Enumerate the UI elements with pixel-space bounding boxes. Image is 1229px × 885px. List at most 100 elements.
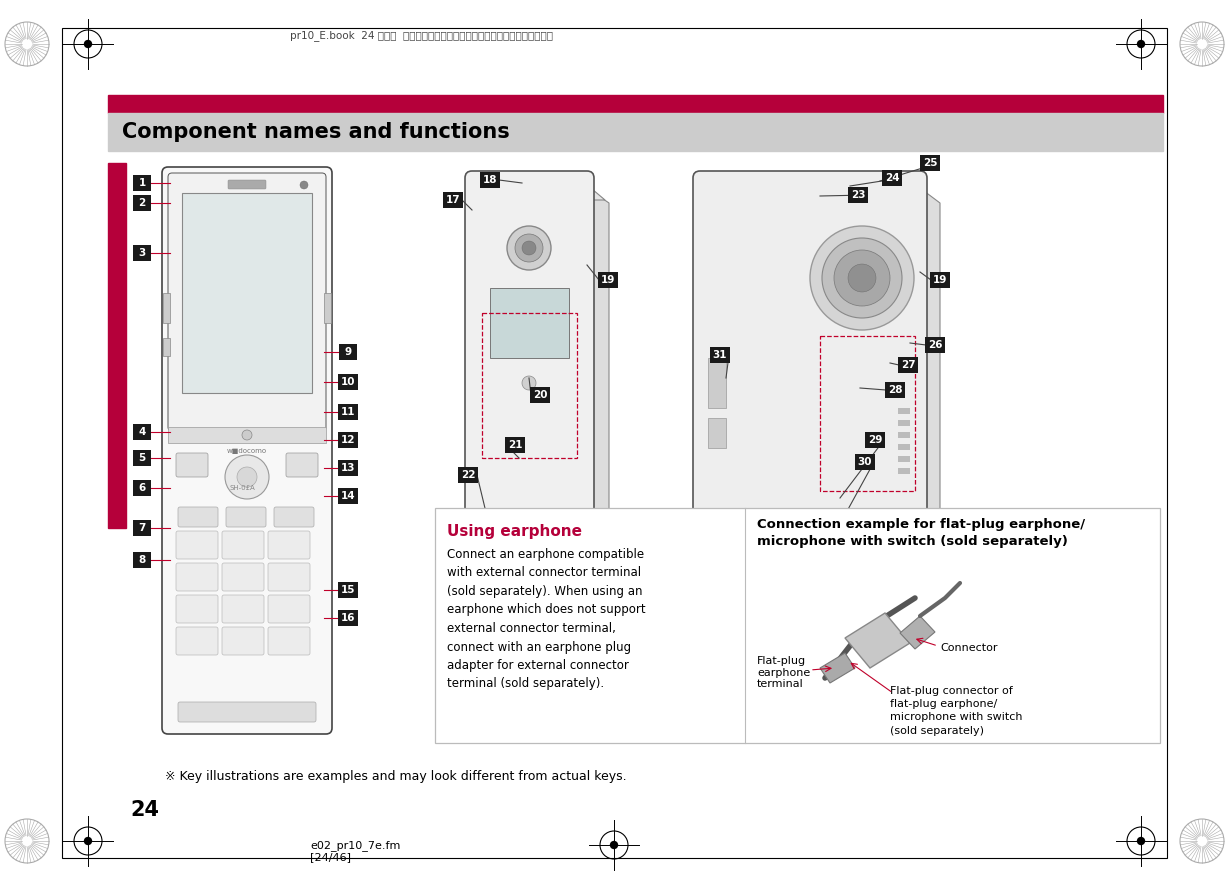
Bar xyxy=(930,272,950,288)
Text: Connector: Connector xyxy=(940,643,998,653)
Text: SH‐0£A: SH‐0£A xyxy=(229,485,254,491)
Text: 21: 21 xyxy=(508,440,522,450)
Text: 10: 10 xyxy=(340,377,355,387)
Text: 17: 17 xyxy=(446,195,461,205)
FancyBboxPatch shape xyxy=(268,563,310,591)
Polygon shape xyxy=(820,653,855,683)
FancyBboxPatch shape xyxy=(286,453,318,477)
Text: 27: 27 xyxy=(901,360,916,370)
FancyBboxPatch shape xyxy=(465,171,594,575)
FancyBboxPatch shape xyxy=(222,595,264,623)
Text: e02_pr10_7e.fm: e02_pr10_7e.fm xyxy=(310,840,401,850)
Bar xyxy=(820,336,916,491)
Text: 22: 22 xyxy=(461,470,476,480)
Bar xyxy=(442,192,463,208)
Circle shape xyxy=(834,250,890,306)
Text: 26: 26 xyxy=(928,340,943,350)
Bar xyxy=(338,374,358,390)
Bar xyxy=(898,468,909,474)
FancyBboxPatch shape xyxy=(268,627,310,655)
Bar xyxy=(848,187,868,203)
Bar xyxy=(182,193,312,393)
Text: 19: 19 xyxy=(933,275,948,285)
Bar xyxy=(338,432,358,448)
Bar xyxy=(61,28,1168,858)
Bar xyxy=(925,337,945,353)
Bar xyxy=(163,338,170,356)
Polygon shape xyxy=(846,613,909,668)
Circle shape xyxy=(610,841,618,850)
Text: 11: 11 xyxy=(340,407,355,417)
Bar xyxy=(865,432,885,448)
Circle shape xyxy=(822,238,902,318)
Bar xyxy=(108,95,1163,113)
Bar xyxy=(481,172,500,188)
Text: 4: 4 xyxy=(139,427,146,437)
Bar xyxy=(708,358,726,408)
Text: 9: 9 xyxy=(344,347,351,357)
Circle shape xyxy=(848,264,876,292)
Circle shape xyxy=(508,226,551,270)
Bar xyxy=(338,582,358,598)
Text: pr10_E.book  24 ページ  ２００８年１１月１８日　火曜日　午前１１時１７分: pr10_E.book 24 ページ ２００８年１１月１８日 火曜日 午前１１時… xyxy=(290,31,553,42)
Bar xyxy=(898,456,909,462)
Polygon shape xyxy=(481,178,605,200)
Bar xyxy=(530,387,551,403)
FancyBboxPatch shape xyxy=(222,531,264,559)
Circle shape xyxy=(810,226,914,330)
Text: Connection example for flat-plug earphone/
microphone with switch (sold separate: Connection example for flat-plug earphon… xyxy=(757,518,1085,548)
FancyBboxPatch shape xyxy=(176,531,218,559)
Text: 29: 29 xyxy=(868,435,882,445)
Bar xyxy=(133,520,151,536)
Bar xyxy=(435,508,1160,743)
Text: 16: 16 xyxy=(340,613,355,623)
Text: 1: 1 xyxy=(139,178,145,188)
Text: 19: 19 xyxy=(601,275,616,285)
FancyBboxPatch shape xyxy=(176,563,218,591)
Text: Flat-plug
earphone
terminal: Flat-plug earphone terminal xyxy=(757,656,810,689)
Bar xyxy=(338,610,358,626)
Text: 7: 7 xyxy=(139,523,146,533)
Bar xyxy=(482,313,576,458)
Text: 6: 6 xyxy=(139,483,145,493)
Circle shape xyxy=(515,234,543,262)
Text: 8: 8 xyxy=(139,555,145,565)
FancyBboxPatch shape xyxy=(176,453,208,477)
Bar xyxy=(339,344,356,360)
Bar xyxy=(855,454,875,470)
Text: ※ Key illustrations are examples and may look different from actual keys.: ※ Key illustrations are examples and may… xyxy=(165,770,627,783)
Bar xyxy=(505,437,525,453)
Bar xyxy=(108,163,127,528)
Text: 12: 12 xyxy=(340,435,355,445)
Bar xyxy=(133,175,151,191)
Text: 2: 2 xyxy=(139,198,145,208)
Bar xyxy=(108,113,1163,151)
Bar xyxy=(708,418,726,448)
Circle shape xyxy=(225,455,269,499)
Text: 14: 14 xyxy=(340,491,355,501)
FancyBboxPatch shape xyxy=(226,507,265,527)
Bar xyxy=(710,347,730,363)
Text: 3: 3 xyxy=(139,248,145,258)
Circle shape xyxy=(522,376,536,390)
Bar xyxy=(163,293,170,323)
FancyBboxPatch shape xyxy=(176,627,218,655)
Text: 28: 28 xyxy=(887,385,902,395)
FancyBboxPatch shape xyxy=(176,595,218,623)
FancyBboxPatch shape xyxy=(274,507,313,527)
Bar xyxy=(885,382,905,398)
FancyBboxPatch shape xyxy=(178,702,316,722)
Bar xyxy=(133,195,151,211)
Text: 13: 13 xyxy=(340,463,355,473)
Circle shape xyxy=(522,241,536,255)
Text: Connect an earphone compatible
with external connector terminal
(sold separately: Connect an earphone compatible with exte… xyxy=(447,548,645,690)
Bar xyxy=(458,467,478,483)
Circle shape xyxy=(1137,40,1145,48)
Text: Using earphone: Using earphone xyxy=(447,524,583,539)
Bar xyxy=(921,155,940,171)
Text: 15: 15 xyxy=(340,585,355,595)
FancyBboxPatch shape xyxy=(229,180,265,189)
Bar xyxy=(898,420,909,426)
Text: [24/46]: [24/46] xyxy=(310,852,351,862)
Bar xyxy=(324,293,331,323)
